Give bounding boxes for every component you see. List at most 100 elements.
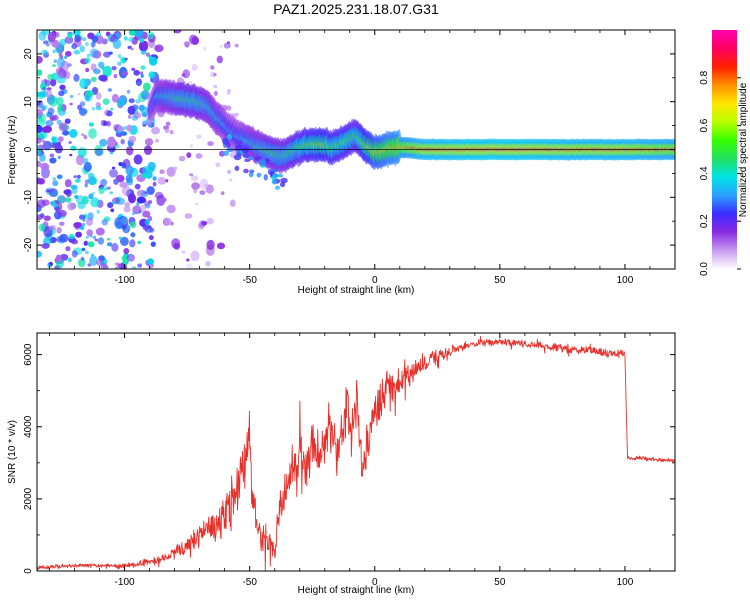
noise-blob [216, 242, 226, 250]
ridge-scatter [271, 168, 279, 173]
noise-blob [183, 41, 188, 45]
noise-blob [119, 56, 127, 64]
noise-blob [111, 242, 119, 252]
noise-blob [140, 106, 149, 116]
noise-blob [191, 63, 198, 71]
noise-blob [129, 221, 137, 229]
noise-blob [59, 84, 66, 91]
noise-blob [107, 202, 114, 209]
noise-blob [146, 31, 155, 40]
noise-blob [130, 232, 136, 238]
noise-blob [47, 32, 56, 42]
noise-blob [79, 214, 85, 220]
noise-blob [226, 41, 231, 45]
spectrogram-y-tick-label: -10 [23, 190, 34, 205]
noise-blob [123, 125, 128, 130]
noise-blob [86, 229, 94, 237]
noise-blob [104, 186, 109, 191]
ridge-scatter [234, 165, 240, 171]
noise-blob [140, 65, 146, 70]
spectrogram-y-tick-label: -20 [23, 237, 34, 252]
noise-blob [89, 255, 98, 266]
noise-blob [59, 38, 67, 47]
noise-blob [191, 36, 199, 45]
noise-blob [181, 250, 186, 254]
noise-blob [97, 237, 105, 245]
noise-blob [131, 67, 136, 71]
noise-blob [213, 73, 217, 77]
noise-blob [136, 196, 147, 204]
noise-blob [94, 148, 104, 157]
noise-blob [184, 213, 193, 219]
noise-blob [103, 121, 109, 126]
noise-blob [123, 248, 130, 255]
noise-blob [69, 94, 74, 99]
noise-blob [150, 241, 156, 247]
noise-blob [54, 265, 60, 269]
ridge-scatter [256, 172, 262, 178]
noise-blob [106, 242, 113, 247]
noise-blob [45, 89, 53, 98]
snr-x-tick-label: -100 [115, 577, 135, 588]
noise-blob [143, 145, 153, 155]
spectrogram-y-tick-label: 10 [23, 96, 34, 108]
noise-blob [144, 219, 150, 226]
noise-blob [162, 197, 167, 202]
noise-blob [58, 90, 65, 97]
noise-blob [213, 84, 218, 89]
noise-blob [109, 169, 118, 178]
snr-y-tick-label: 0 [23, 568, 34, 574]
noise-blob [38, 31, 47, 41]
noise-blob [186, 258, 190, 262]
spectrogram-x-tick-label: -100 [115, 275, 135, 286]
noise-blob [169, 130, 174, 135]
noise-blob [79, 101, 86, 107]
noise-blob [73, 49, 81, 55]
noise-blob [37, 125, 43, 133]
noise-blob [173, 166, 178, 171]
snr-x-label: Height of straight line (km) [298, 585, 415, 596]
noise-blob [43, 215, 51, 221]
colorbar-tick-label: 0.2 [699, 214, 710, 228]
noise-blob [110, 208, 115, 213]
noise-blob [48, 96, 54, 101]
noise-blob [146, 258, 155, 265]
noise-blob [45, 120, 54, 127]
noise-blob [199, 190, 206, 196]
noise-blob [37, 55, 43, 64]
noise-blob [234, 112, 239, 117]
noise-blob [165, 121, 171, 127]
noise-blob [178, 155, 186, 162]
noise-blob [87, 53, 91, 58]
ridge-scatter [236, 141, 243, 145]
colorbar-tick-label: 0.6 [699, 118, 710, 132]
noise-blob [133, 69, 140, 76]
noise-blob [53, 59, 57, 63]
noise-blob [88, 193, 94, 200]
noise-blob [64, 55, 68, 59]
noise-blob [47, 73, 54, 81]
ridge-scatter [279, 181, 286, 188]
noise-blob [56, 227, 62, 234]
noise-blob [173, 30, 182, 34]
noise-blob [57, 136, 64, 143]
noise-blob [120, 216, 129, 225]
noise-blob [50, 191, 59, 197]
noise-blob [85, 235, 89, 239]
noise-blob [114, 262, 119, 266]
noise-blob [119, 181, 128, 188]
noise-blob [37, 69, 43, 76]
ridge-scatter [275, 185, 280, 190]
ridge-scatter [277, 173, 284, 178]
noise-blob [44, 79, 51, 87]
noise-blob [126, 253, 135, 262]
noise-blob [49, 115, 56, 121]
noise-blob [140, 73, 144, 78]
noise-blob [51, 136, 59, 144]
noise-blob [85, 42, 89, 46]
spectrogram-x-tick-label: 100 [617, 275, 634, 286]
noise-blob [226, 90, 231, 95]
noise-blob [121, 71, 129, 77]
noise-blob [52, 177, 56, 181]
